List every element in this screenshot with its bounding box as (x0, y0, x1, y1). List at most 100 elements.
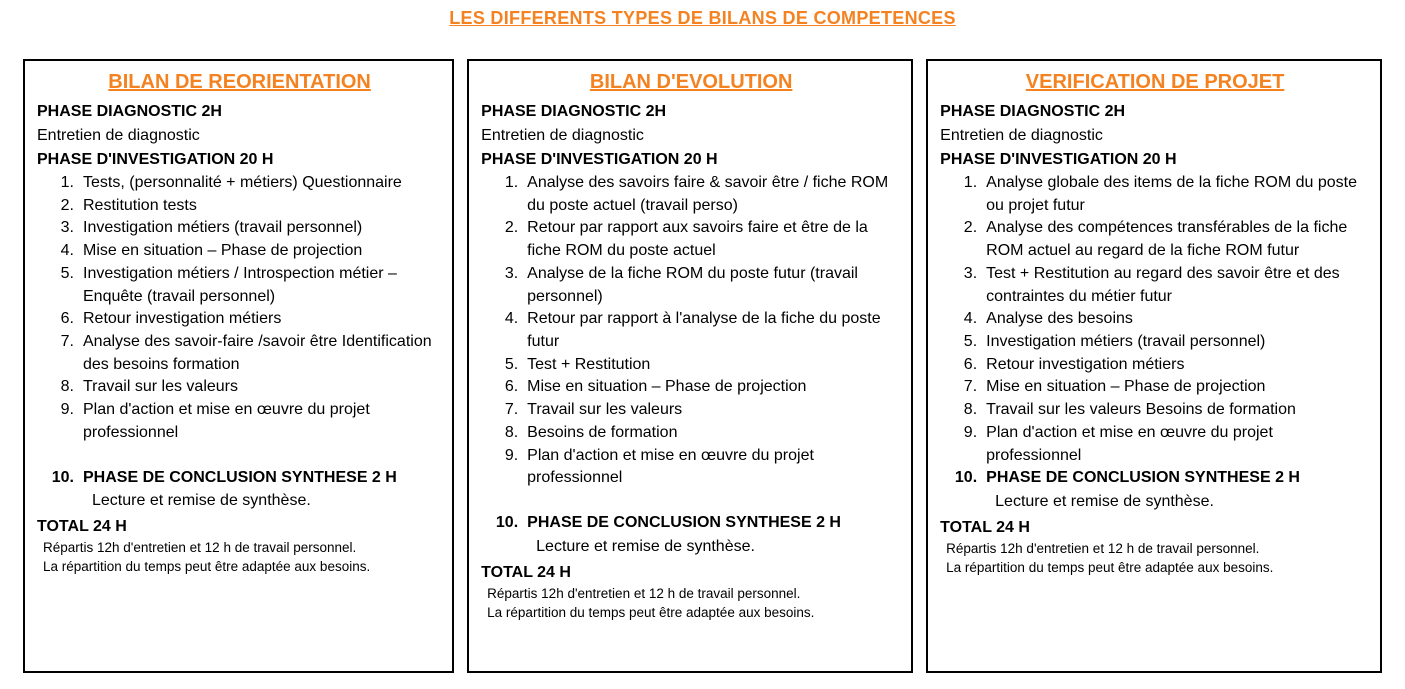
investigation-item: 6. Mise en situation – Phase de projectio… (495, 376, 901, 399)
investigation-item: 1. Tests, (personnalité + métiers) Questi… (51, 172, 442, 195)
investigation-item: 5. Investigation métiers / Introspection … (51, 263, 442, 308)
item-text: Mise en situation – Phase de projection (83, 242, 363, 260)
item-text: Analyse des besoins (986, 310, 1133, 328)
diagnostic-detail: Entretien de diagnostic (940, 127, 1103, 144)
column-heading: BILAN DE REORIENTATION (108, 71, 371, 93)
item-text: Test + Restitution (527, 355, 651, 373)
investigation-item: 3. Test + Restitution au regard des savoi… (954, 263, 1370, 308)
item-text: Investigation métiers (travail personnel… (83, 219, 363, 237)
item-number: 8. (963, 401, 978, 419)
item-text: Retour investigation métiers (83, 310, 282, 328)
footnote: La répartition du temps peut être adapté… (43, 559, 371, 575)
item-number: 2. (60, 196, 74, 214)
item-number: 7. (504, 401, 519, 419)
item-number: 1. (504, 174, 519, 191)
conclusion-detail: Lecture et remise de synthèse. (92, 492, 311, 510)
item-text: Tests, (personnalité + métiers) Question… (83, 174, 402, 191)
column-verification-projet: VERIFICATION DE PROJET PHASE DIAGNOSTIC … (926, 59, 1382, 673)
item-text: Besoins de formation (527, 423, 678, 441)
investigation-item: 3. Investigation métiers (travail personn… (51, 217, 442, 240)
item-number: 5. (60, 264, 74, 282)
investigation-item: 9. Plan d'action et mise en œuvre du proj… (51, 399, 442, 444)
investigation-item: 1. Analyse des savoirs faire & savoir êtr… (495, 172, 901, 217)
phase-investigation-label: PHASE D'INVESTIGATION 20 H (481, 151, 718, 168)
investigation-item: 2. Retour par rapport aux savoirs faire e… (495, 217, 901, 262)
item-text: Analyse des compétences transférables de… (986, 219, 1348, 260)
item-text: Investigation métiers / Introspection mé… (83, 264, 397, 305)
item-text: Analyse globale des items de la fiche RO… (986, 174, 1358, 214)
item-number: 4. (963, 310, 978, 328)
item-number: 7. (963, 378, 978, 396)
conclusion-label: PHASE DE CONCLUSION SYNTHESE 2 H (83, 468, 397, 486)
investigation-item: 5. Investigation métiers (travail personn… (954, 331, 1370, 354)
item-number: 8. (504, 423, 519, 441)
item-text: Analyse de la fiche ROM du poste futur (… (527, 264, 858, 305)
phase-diagnostic-label: PHASE DIAGNOSTIC 2H (481, 103, 667, 120)
item-text: Travail sur les valeurs (527, 401, 683, 419)
item-text: Retour investigation métiers (986, 355, 1185, 373)
investigation-list: 1. Analyse des savoirs faire & savoir êtr… (495, 172, 901, 490)
investigation-item: 6. Retour investigation métiers (954, 354, 1370, 377)
item-number: 3. (963, 264, 978, 282)
conclusion-phase: 10. PHASE DE CONCLUSION SYNTHESE 2 H (51, 467, 442, 490)
footnote: Répartis 12h d'entretien et 12 h de trav… (946, 541, 1260, 557)
item-text: Test + Restitution au regard des savoir … (986, 264, 1340, 305)
conclusion-detail: Lecture et remise de synthèse. (995, 493, 1214, 511)
diagnostic-detail: Entretien de diagnostic (481, 127, 644, 144)
item-number: 1. (963, 174, 978, 191)
item-number: 2. (504, 219, 519, 237)
investigation-item: 4. Analyse des besoins (954, 308, 1370, 331)
columns-container: BILAN DE REORIENTATION PHASE DIAGNOSTIC … (0, 59, 1405, 673)
item-number: 6. (963, 355, 978, 373)
item-text: Restitution tests (83, 196, 197, 214)
conclusion-phase: 10. PHASE DE CONCLUSION SYNTHESE 2 H (954, 467, 1370, 490)
item-number: 6. (60, 310, 74, 328)
total-label: TOTAL 24 H (37, 518, 127, 536)
footnote: Répartis 12h d'entretien et 12 h de trav… (487, 585, 801, 601)
item-number: 10. (954, 469, 978, 487)
investigation-item: 7. Mise en situation – Phase de projectio… (954, 376, 1370, 399)
item-number: 3. (504, 264, 519, 282)
item-number: 8. (60, 378, 74, 396)
item-text: Mise en situation – Phase de projection (527, 378, 807, 396)
item-text: Travail sur les valeurs (83, 378, 239, 396)
item-text: Plan d'action et mise en œuvre du projet… (527, 446, 814, 487)
column-heading: VERIFICATION DE PROJET (1025, 71, 1285, 93)
investigation-item: 4. Mise en situation – Phase de projectio… (51, 240, 442, 263)
item-number: 6. (504, 378, 519, 396)
diagnostic-detail: Entretien de diagnostic (37, 127, 200, 144)
column-heading: BILAN D'EVOLUTION (589, 71, 793, 93)
item-number: 9. (60, 401, 74, 419)
item-number: 1. (60, 174, 74, 191)
item-number: 10. (51, 468, 74, 486)
column-bilan-evolution: BILAN D'EVOLUTION PHASE DIAGNOSTIC 2H En… (467, 59, 914, 673)
item-text: Travail sur les valeurs Besoins de forma… (986, 401, 1296, 419)
conclusion-detail: Lecture et remise de synthèse. (536, 537, 755, 555)
footnote: Répartis 12h d'entretien et 12 h de trav… (43, 540, 357, 556)
item-text: Plan d'action et mise en œuvre du projet… (986, 423, 1273, 464)
conclusion-label: PHASE DE CONCLUSION SYNTHESE 2 H (986, 469, 1300, 487)
investigation-item: 8. Besoins de formation (495, 422, 901, 445)
conclusion-phase: 10. PHASE DE CONCLUSION SYNTHESE 2 H (495, 512, 901, 535)
column-bilan-reorientation: BILAN DE REORIENTATION PHASE DIAGNOSTIC … (23, 59, 455, 673)
phase-diagnostic-label: PHASE DIAGNOSTIC 2H (37, 103, 222, 120)
total-label: TOTAL 24 H (940, 519, 1030, 537)
item-number: 2. (963, 219, 978, 237)
item-number: 7. (60, 333, 74, 351)
item-number: 4. (504, 310, 519, 328)
item-number: 9. (963, 423, 978, 441)
item-text: Plan d'action et mise en œuvre du projet… (83, 401, 370, 441)
investigation-item: 8. Travail sur les valeurs (51, 376, 442, 399)
phase-investigation-label: PHASE D'INVESTIGATION 20 H (37, 151, 274, 168)
item-text: Analyse des savoir-faire /savoir être Id… (83, 333, 432, 373)
item-text: Retour par rapport aux savoirs faire et … (527, 219, 868, 260)
phase-investigation-label: PHASE D'INVESTIGATION 20 H (940, 151, 1177, 168)
total-label: TOTAL 24 H (481, 563, 571, 581)
footnote: La répartition du temps peut être adapté… (946, 559, 1274, 575)
investigation-list: 1. Tests, (personnalité + métiers) Questi… (51, 172, 442, 445)
investigation-item: 7. Analyse des savoir-faire /savoir être … (51, 331, 442, 376)
item-number: 9. (504, 446, 519, 464)
conclusion-label: PHASE DE CONCLUSION SYNTHESE 2 H (527, 514, 841, 532)
investigation-item: 5. Test + Restitution (495, 354, 901, 377)
item-text: Analyse des savoirs faire & savoir être … (527, 174, 889, 214)
